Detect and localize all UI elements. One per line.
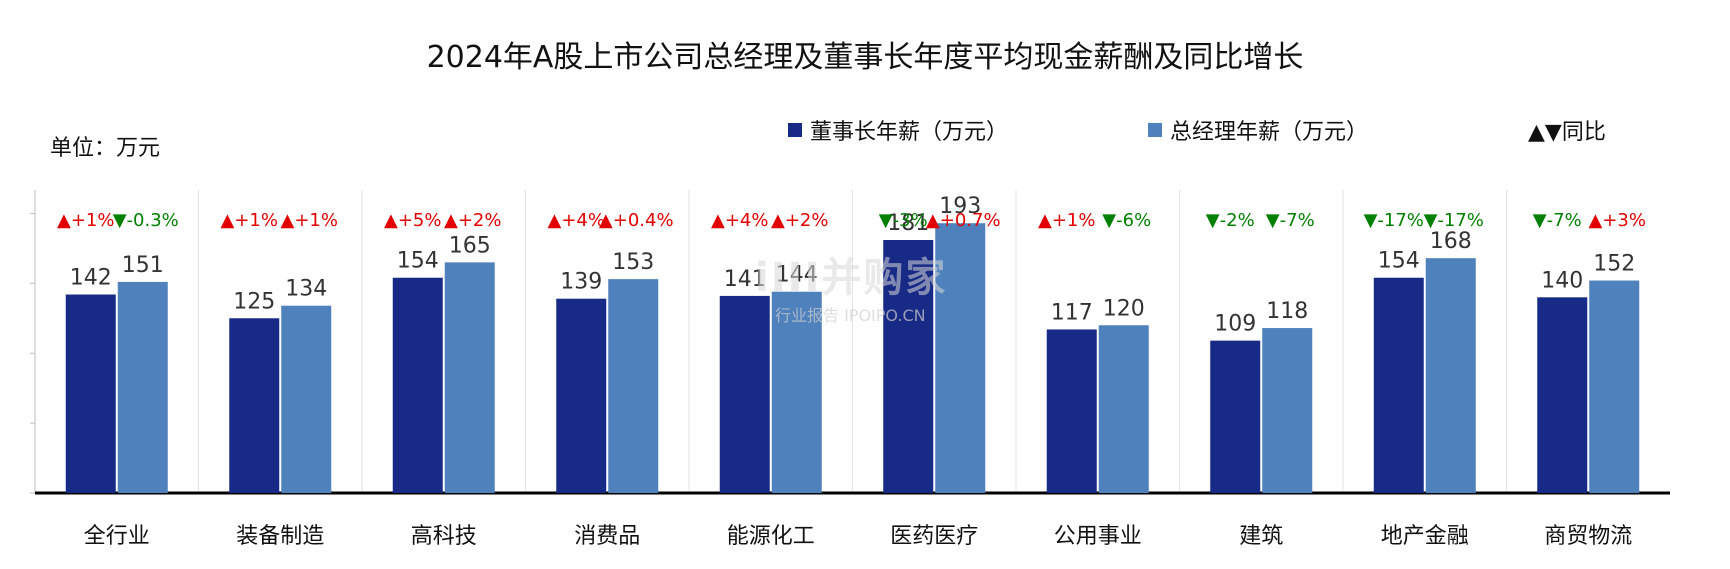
yoy-label-gm: ▼-7% (1266, 210, 1315, 231)
bar-gm (444, 262, 495, 493)
bar-chairman (883, 240, 934, 493)
data-label-chairman: 154 (397, 249, 439, 274)
bar-gm (935, 223, 986, 494)
yoy-label-gm: ▼-0.3% (113, 210, 179, 231)
x-tick-label: 地产金融 (1381, 524, 1469, 549)
bar-gm (1262, 328, 1313, 493)
bar-chairman (392, 277, 443, 493)
data-label-chairman: 142 (70, 266, 112, 291)
data-label-chairman: 140 (1541, 268, 1583, 293)
x-tick-label: 公用事业 (1054, 524, 1142, 549)
data-label-gm: 151 (122, 253, 164, 278)
legend-chairman: 董事长年薪（万元） (788, 114, 1008, 146)
yoy-label-chairman: ▼-17% (1364, 210, 1424, 231)
bar-gm (1098, 325, 1149, 493)
data-label-gm: 168 (1430, 229, 1472, 254)
x-tick-label: 建筑 (1239, 524, 1283, 549)
yoy-label-chairman: ▼-7% (1533, 210, 1582, 231)
bar-chairman (1210, 340, 1261, 493)
bar-chairman (556, 298, 607, 493)
bar-gm (281, 305, 332, 493)
data-label-gm: 144 (776, 263, 818, 288)
bar-chairman (1046, 329, 1097, 493)
x-tick-label: 商贸物流 (1544, 524, 1632, 549)
x-tick-label: 装备制造 (236, 524, 324, 549)
bar-gm (117, 281, 168, 493)
data-label-gm: 165 (449, 233, 491, 258)
watermark-sub: 行业报告 IPOIPO.CN (775, 306, 926, 325)
yoy-label-gm: ▼-17% (1424, 210, 1484, 231)
chart-title: 2024年A股上市公司总经理及董事长年度平均现金薪酬及同比增长 (426, 40, 1304, 75)
data-label-gm: 153 (612, 250, 654, 275)
yoy-label-chairman: ▼-3% (879, 210, 928, 231)
bar-chairman (65, 294, 116, 493)
yoy-label-gm: ▼-6% (1102, 210, 1151, 231)
bar-gm (771, 291, 822, 493)
data-label-gm: 152 (1593, 252, 1635, 277)
yoy-label-gm: ▲+2% (444, 210, 501, 231)
legend-yoy: ▲▼同比 (1528, 114, 1606, 146)
data-label-gm: 118 (1266, 299, 1308, 324)
data-label-chairman: 139 (560, 270, 602, 295)
data-label-chairman: 109 (1214, 312, 1256, 337)
bar-gm (1589, 280, 1640, 493)
data-label-chairman: 141 (724, 267, 766, 292)
unit-label: 单位：万元 (50, 136, 161, 161)
data-label-chairman: 117 (1051, 300, 1093, 325)
data-label-gm: 193 (939, 194, 981, 219)
bar-chairman (1537, 297, 1588, 493)
legend-gm-swatch (1148, 123, 1162, 137)
x-tick-label: 能源化工 (727, 524, 815, 549)
legend-gm: 总经理年薪（万元） (1148, 114, 1368, 146)
data-label-chairman: 181 (887, 211, 929, 236)
yoy-label-chairman: ▲+5% (384, 210, 441, 231)
data-label-chairman: 154 (1378, 249, 1420, 274)
yoy-label-gm: ▲+0.7% (926, 210, 1001, 231)
yoy-label-chairman: ▼-2% (1206, 210, 1255, 231)
legend-chairman-swatch (788, 123, 802, 137)
legend-chairman-label: 董事长年薪（万元） (810, 120, 1009, 145)
bar-gm (608, 279, 659, 493)
yoy-label-chairman: ▲+1% (221, 210, 278, 231)
yoy-label-gm: ▲+3% (1589, 210, 1646, 231)
bar-chairman (229, 318, 280, 493)
data-label-gm: 134 (285, 277, 327, 302)
yoy-label-chairman: ▲+4% (548, 210, 605, 231)
yoy-label-gm: ▲+1% (281, 210, 338, 231)
yoy-label-chairman: ▲+1% (1038, 210, 1095, 231)
watermark-logo: iIII并购家 (755, 255, 948, 301)
yoy-label-gm: ▲+0.4% (599, 210, 674, 231)
legend-gm-label: 总经理年薪（万元） (1170, 120, 1369, 145)
x-tick-label: 全行业 (84, 524, 150, 549)
bar-gm (1425, 258, 1476, 493)
x-tick-label: 高科技 (411, 524, 477, 549)
yoy-label-chairman: ▲+1% (57, 210, 114, 231)
data-label-chairman: 125 (233, 289, 275, 314)
x-tick-label: 消费品 (574, 524, 640, 549)
bar-chairman (1373, 277, 1424, 493)
data-label-gm: 120 (1103, 296, 1145, 321)
bar-chairman (719, 295, 770, 493)
x-tick-label: 医药医疗 (890, 524, 978, 549)
yoy-label-chairman: ▲+4% (711, 210, 768, 231)
legend-yoy-label: ▲▼同比 (1528, 120, 1606, 145)
yoy-label-gm: ▲+2% (771, 210, 828, 231)
